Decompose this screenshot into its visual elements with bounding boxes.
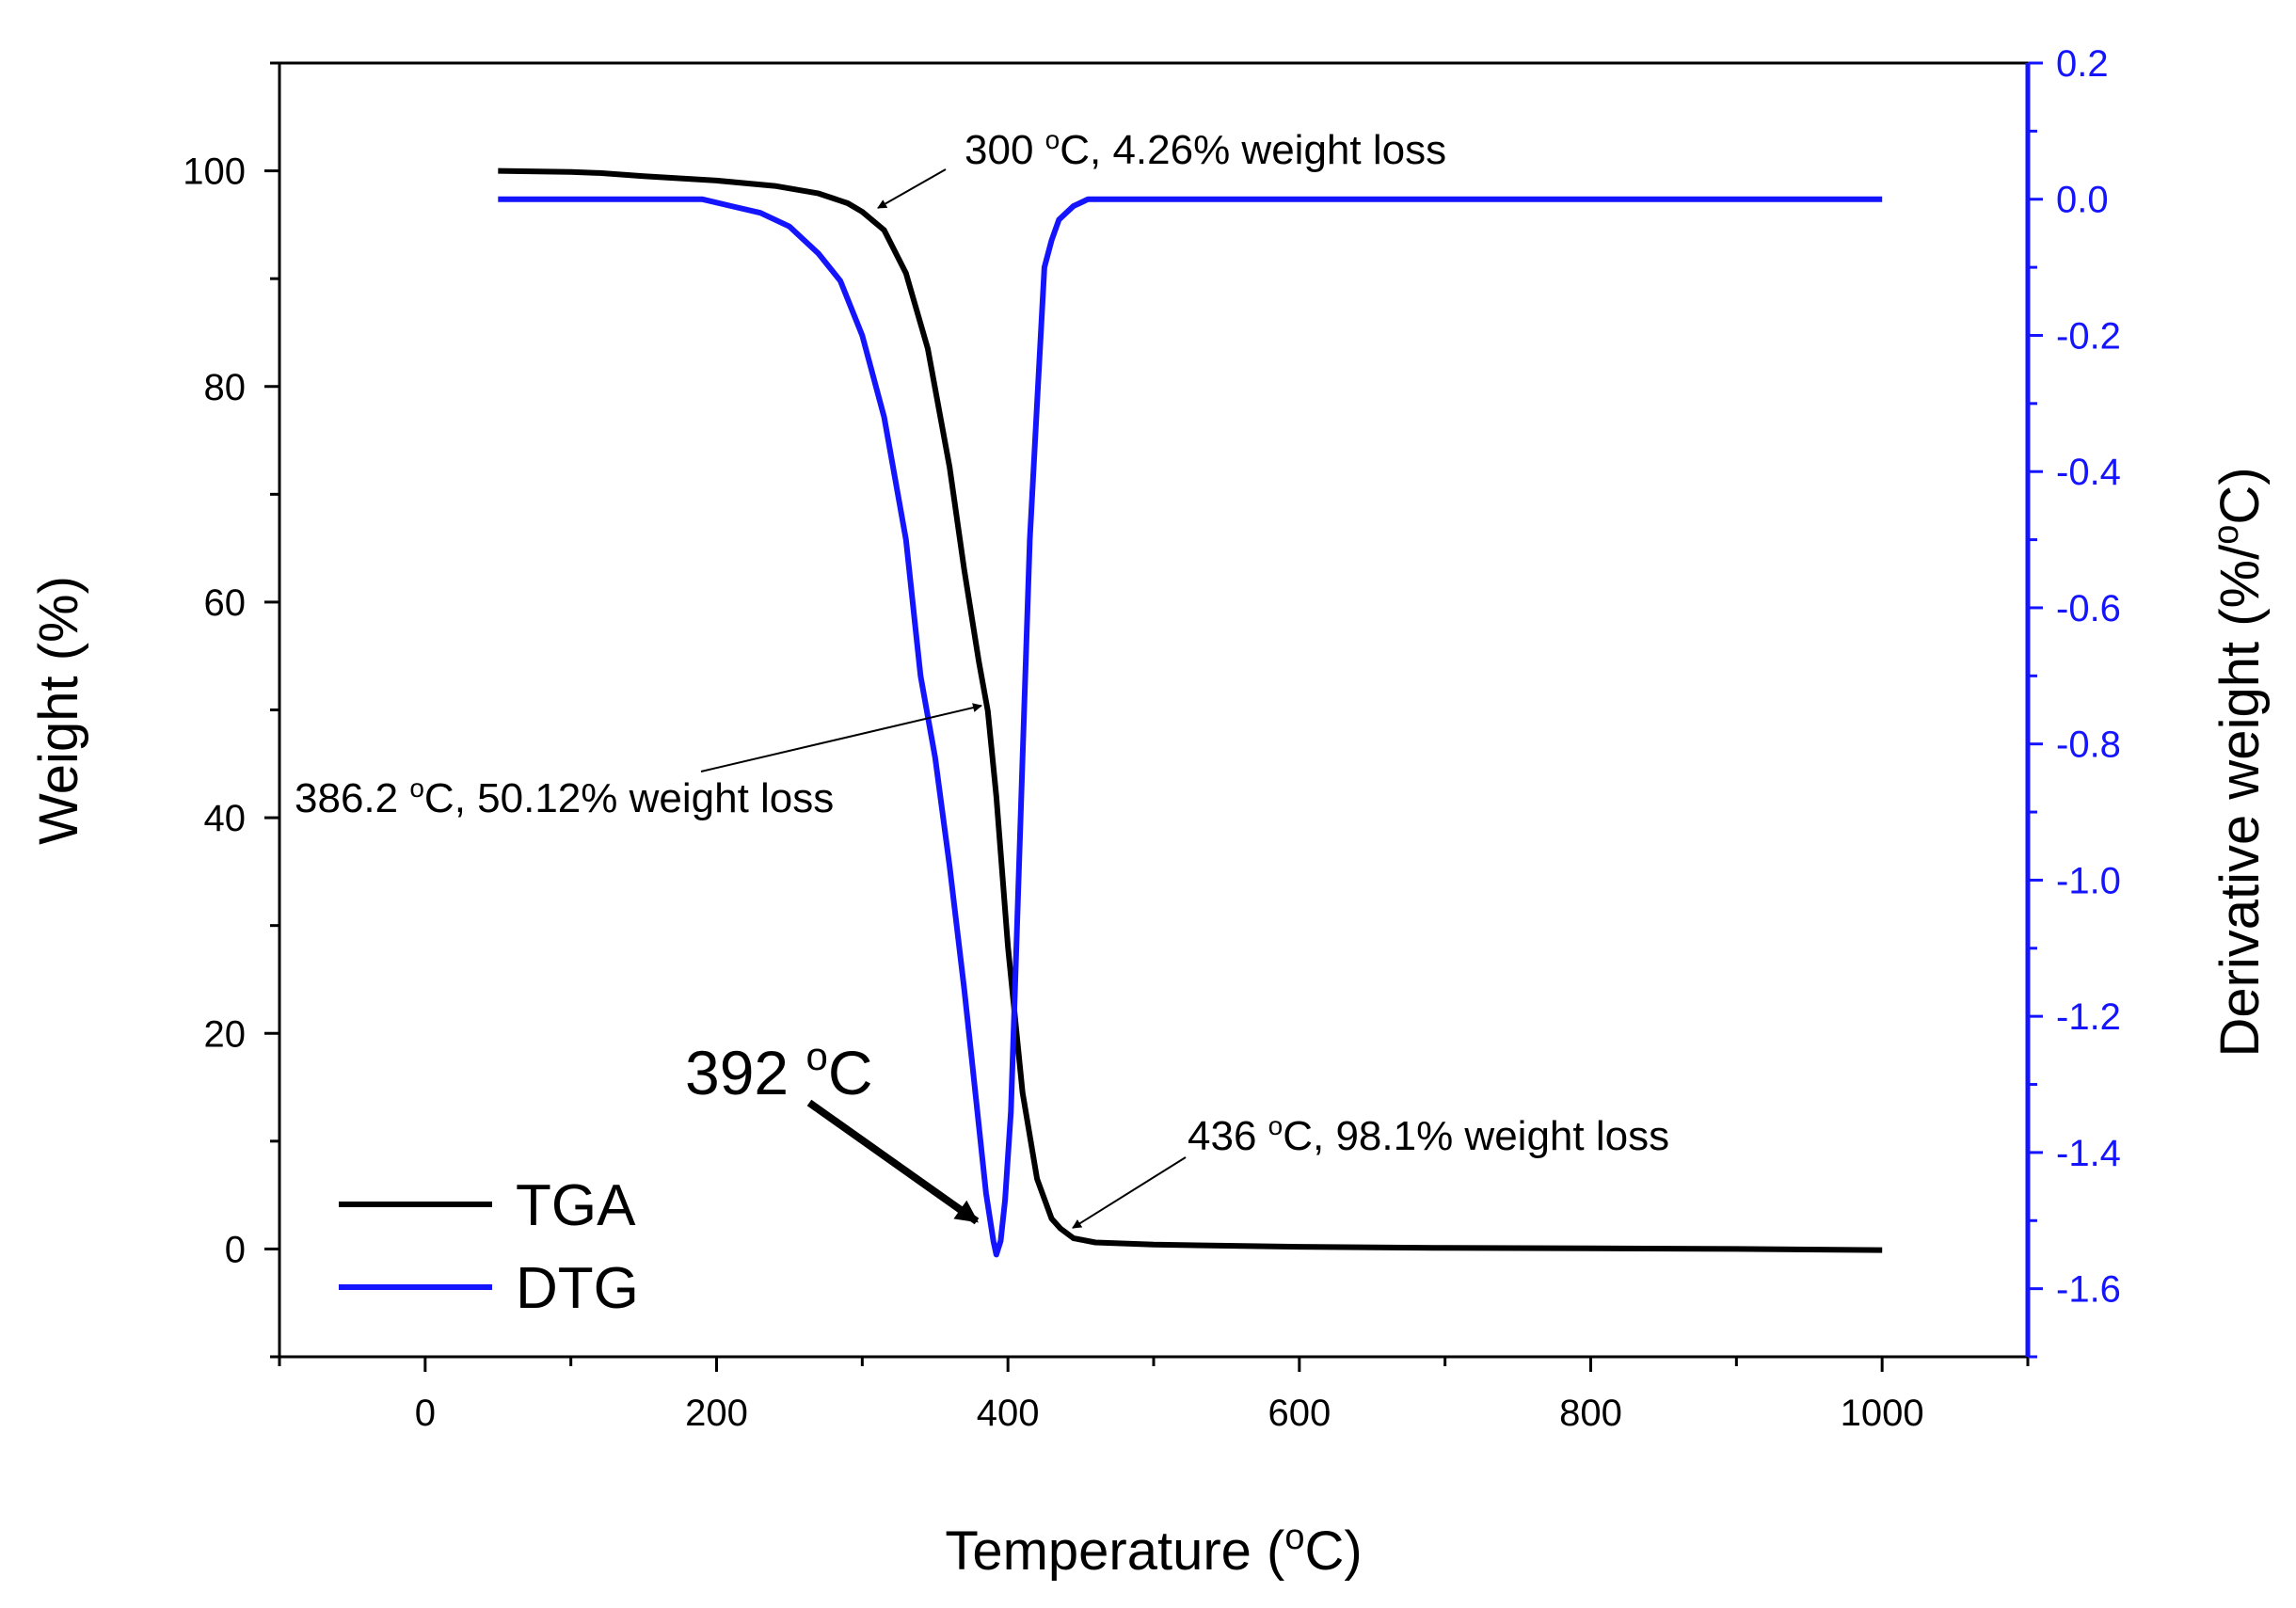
y2-tick-label: -0.4 — [2056, 452, 2121, 493]
y2-axis-title: Derivative weight (%/oC) — [2207, 467, 2271, 1057]
dtg-series-line — [498, 196, 1883, 1258]
y-tick-label: 100 — [183, 151, 246, 193]
y-tick-label: 20 — [204, 1013, 247, 1055]
x-tick-label: 600 — [1268, 1393, 1331, 1434]
y-axis-title: Weight (%) — [28, 576, 89, 845]
arrow-300 — [877, 168, 947, 209]
y-tick-label: 80 — [204, 367, 247, 408]
plot-frame — [278, 61, 2030, 1359]
y-tick-label: 40 — [204, 798, 247, 839]
y2-tick-label: 0.2 — [2056, 43, 2109, 85]
y-axis-ticks: 0 20 40 60 80 100 — [183, 61, 279, 1359]
y2-tick-label: -1.2 — [2056, 996, 2121, 1038]
arrow-392 — [806, 1099, 980, 1225]
arrow-436 — [1072, 1156, 1187, 1229]
y2-tick-label: -1.0 — [2056, 860, 2121, 901]
arrow-386 — [700, 703, 982, 772]
x-tick-label: 1000 — [1841, 1393, 1924, 1434]
x-axis-ticks: 0 200 400 600 800 1000 — [278, 1357, 2030, 1434]
annotation-300: 300 oC, 4.26% weight loss — [965, 125, 1446, 173]
y2-tick-label: -0.8 — [2056, 724, 2121, 766]
y2-tick-label: -0.2 — [2056, 315, 2121, 357]
legend: TGA DTG — [339, 1173, 639, 1321]
x-tick-label: 800 — [1559, 1393, 1622, 1434]
y2-tick-label: 0.0 — [2056, 180, 2109, 221]
y2-tick-label: -1.4 — [2056, 1133, 2121, 1174]
y2-tick-label: -1.6 — [2056, 1269, 2121, 1311]
tga-series-line — [498, 167, 1883, 1253]
x-axis-title: Temperature (oC) — [945, 1518, 1362, 1582]
x-tick-label: 400 — [977, 1393, 1040, 1434]
y-tick-label: 0 — [225, 1229, 246, 1270]
y2-tick-label: -0.6 — [2056, 588, 2121, 629]
y2-axis-ticks: 0.2 0.0 -0.2 -0.4 -0.6 -0.8 -1.0 -1.2 -1.4 -1.6 — [2028, 43, 2121, 1359]
annotation-392: 392 oC — [685, 1034, 873, 1107]
x-tick-label: 200 — [685, 1393, 748, 1434]
y-tick-label: 60 — [204, 582, 247, 624]
x-tick-label: 0 — [415, 1393, 436, 1434]
annotation-436: 436 oC, 98.1% weight loss — [1188, 1111, 1669, 1159]
annotation-386: 386.2 oC, 50.12% weight loss — [295, 773, 834, 821]
legend-label-dtg: DTG — [516, 1256, 639, 1321]
legend-label-tga: TGA — [516, 1173, 636, 1238]
